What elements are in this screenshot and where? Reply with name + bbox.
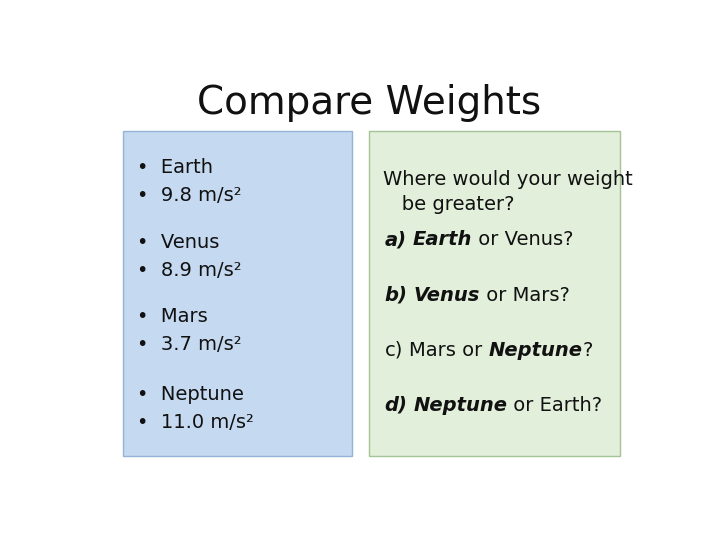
FancyBboxPatch shape: [124, 131, 352, 456]
FancyBboxPatch shape: [369, 131, 620, 456]
Text: d): d): [384, 396, 408, 415]
Text: Mars or: Mars or: [409, 341, 488, 360]
Text: c): c): [384, 341, 403, 360]
Text: a): a): [384, 231, 407, 249]
Text: •  Mars
•  3.7 m/s²: • Mars • 3.7 m/s²: [138, 307, 242, 354]
Text: Compare Weights: Compare Weights: [197, 84, 541, 122]
Text: Venus: Venus: [413, 286, 480, 305]
Text: •  Earth
•  9.8 m/s²: • Earth • 9.8 m/s²: [138, 158, 242, 205]
Text: •  Venus
•  8.9 m/s²: • Venus • 8.9 m/s²: [138, 233, 242, 280]
Text: ?: ?: [582, 341, 593, 360]
Text: Earth: Earth: [413, 231, 472, 249]
Text: or Venus?: or Venus?: [472, 231, 574, 249]
Text: b): b): [384, 286, 408, 305]
Text: or Earth?: or Earth?: [508, 396, 603, 415]
Text: Neptune: Neptune: [488, 341, 582, 360]
Text: •  Neptune
•  11.0 m/s²: • Neptune • 11.0 m/s²: [138, 385, 254, 432]
Text: Neptune: Neptune: [413, 396, 508, 415]
Text: Where would your weight
   be greater?: Where would your weight be greater?: [383, 170, 633, 214]
Text: or Mars?: or Mars?: [480, 286, 570, 305]
